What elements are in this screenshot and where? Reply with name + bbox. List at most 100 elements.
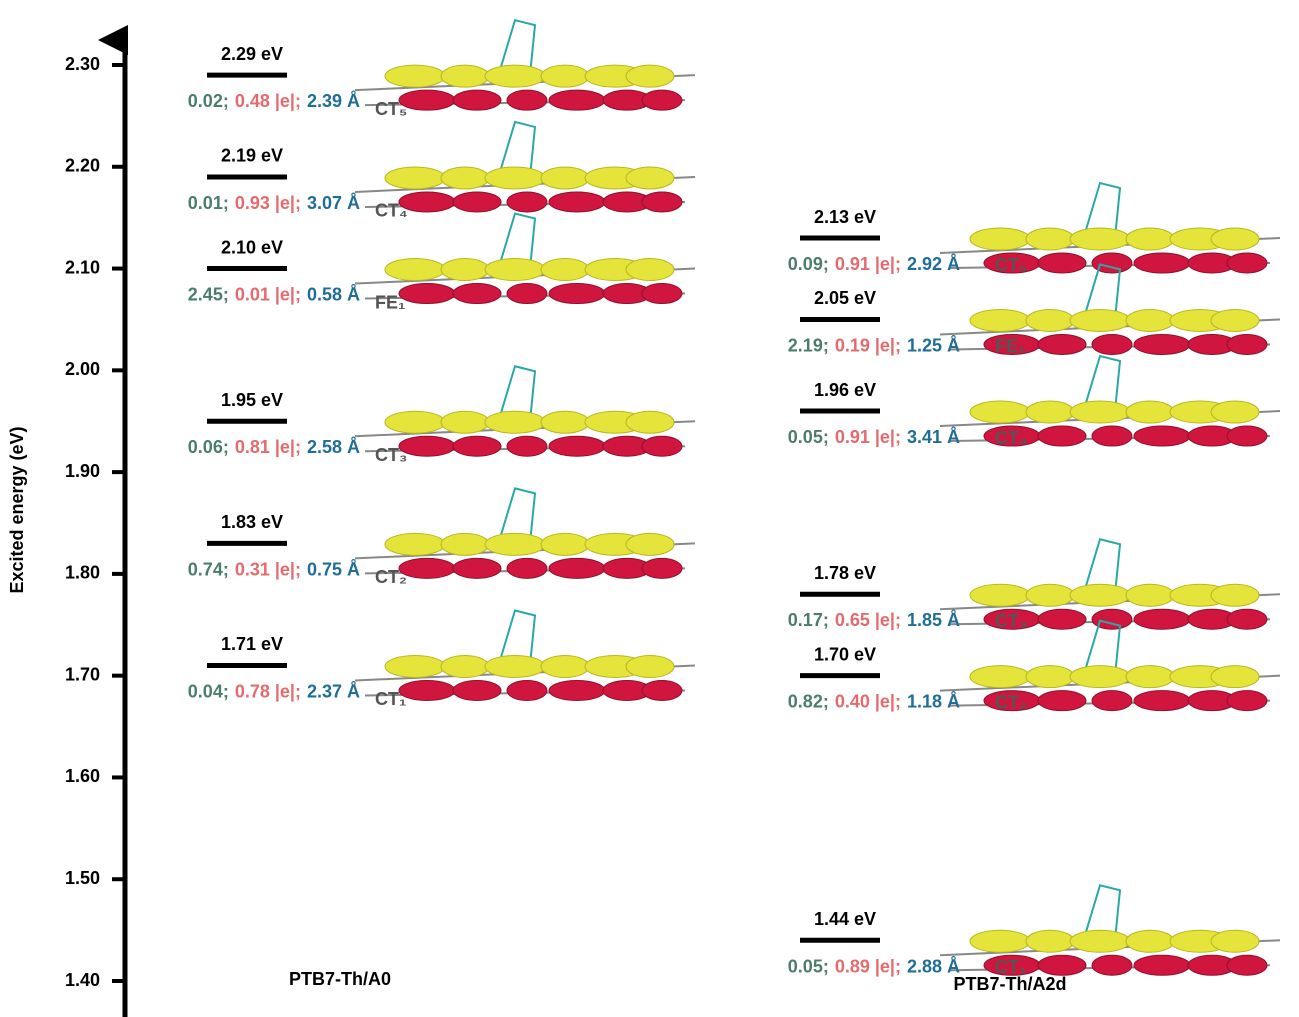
molecule-orbital [939, 354, 1281, 447]
annotation-part: 0.05; [788, 427, 829, 447]
state-label: CT₃ [995, 611, 1027, 631]
hole-density [540, 64, 590, 88]
electron-density [1037, 252, 1087, 274]
annotation-part: 2.37 Å [307, 681, 360, 701]
electron-density [506, 557, 548, 579]
annotation-part: 1.25 Å [907, 335, 960, 355]
molecule-orbital [354, 487, 696, 579]
panel-label: PTB7-Th/A0 [289, 969, 391, 989]
hole-density [1210, 227, 1260, 251]
hole-density [1210, 308, 1260, 332]
energy-label: 1.95 eV [221, 390, 283, 410]
hole-density [1069, 400, 1131, 424]
y-axis-label: Excited energy (eV) [7, 426, 27, 593]
electron-density [398, 89, 456, 111]
electron-density [548, 283, 606, 305]
electron-density [641, 435, 683, 457]
annotation: 0.82; 0.40 |e|; 1.18 Å [788, 691, 960, 711]
hole-density [1025, 583, 1075, 607]
hole-density [1069, 308, 1131, 332]
annotation-part: 0.17; [788, 610, 829, 630]
electron-density [1091, 252, 1133, 274]
electron-density [641, 557, 683, 579]
electron-density [1091, 954, 1133, 976]
annotation-part: 2.45; [188, 284, 229, 304]
electron-density [548, 435, 606, 457]
electron-density [1133, 690, 1191, 712]
hole-density [440, 532, 490, 556]
hole-density [384, 258, 446, 282]
y-tick-label: 2.10 [65, 257, 100, 277]
hole-density [1125, 665, 1175, 689]
annotation-part: 0.09; [788, 254, 829, 274]
side-group [1084, 181, 1122, 239]
annotation-part: 0.91 |e|; [835, 427, 901, 447]
side-group [1084, 354, 1122, 412]
annotation-part: 3.41 Å [907, 427, 960, 447]
hole-density [1125, 227, 1175, 251]
hole-density [1210, 400, 1260, 424]
state-label: CT₁ [995, 957, 1026, 977]
molecule-orbital [354, 212, 696, 305]
hole-density [1125, 929, 1175, 953]
electron-density [452, 89, 502, 111]
hole-density [484, 654, 546, 678]
state-label: CT₅ [375, 99, 407, 119]
hole-density [1025, 665, 1075, 689]
electron-density [1091, 690, 1133, 712]
hole-density [625, 258, 675, 282]
y-tick-label: 2.20 [65, 156, 100, 176]
annotation: 2.19; 0.19 |e|; 1.25 Å [788, 335, 960, 355]
electron-density [641, 679, 683, 701]
annotation-part: 1.85 Å [907, 610, 960, 630]
electron-density [548, 89, 606, 111]
hole-density [484, 532, 546, 556]
side-group [499, 18, 537, 76]
electron-density [506, 283, 548, 305]
hole-density [384, 166, 446, 190]
electron-density [398, 435, 456, 457]
electron-density [1226, 333, 1268, 355]
annotation-part: 0.91 |e|; [835, 254, 901, 274]
annotation-part: 0.48 |e|; [235, 91, 301, 111]
energy-label: 2.29 eV [221, 44, 283, 64]
electron-density [1226, 425, 1268, 447]
annotation-part: 0.81 |e|; [235, 437, 301, 457]
electron-density [1037, 608, 1087, 630]
hole-density [625, 166, 675, 190]
electron-density [506, 191, 548, 213]
hole-density [540, 166, 590, 190]
hole-density [1069, 929, 1131, 953]
molecule-orbital [939, 619, 1281, 712]
electron-density [641, 283, 683, 305]
side-group [1084, 263, 1122, 320]
electron-density [548, 191, 606, 213]
electron-density [641, 89, 683, 111]
annotation-part: 0.06; [188, 437, 229, 457]
electron-density [398, 679, 456, 701]
molecule-orbital [354, 120, 696, 213]
hole-density [1025, 400, 1075, 424]
annotation: 0.04; 0.78 |e|; 2.37 Å [188, 681, 360, 701]
state-label: FE₁ [375, 292, 405, 312]
electron-density [548, 679, 606, 701]
energy-label: 2.10 eV [221, 237, 283, 257]
energy-label: 1.83 eV [221, 512, 283, 532]
electron-density [452, 283, 502, 305]
hole-density [384, 532, 446, 556]
hole-density [969, 308, 1031, 332]
electron-density [1037, 954, 1087, 976]
molecule-orbital [939, 538, 1281, 630]
hole-density [440, 166, 490, 190]
energy-label: 2.19 eV [221, 146, 283, 166]
electron-density [1133, 954, 1191, 976]
hole-density [1210, 929, 1260, 953]
state-label: FE₁ [995, 336, 1025, 356]
state-label: CT₂ [375, 567, 407, 587]
annotation-part: 0.01 |e|; [235, 284, 301, 304]
side-group [499, 609, 537, 666]
annotation-part: 0.05; [788, 956, 829, 976]
state-label: CT₃ [375, 445, 407, 465]
state-label: CT₅ [995, 255, 1027, 275]
